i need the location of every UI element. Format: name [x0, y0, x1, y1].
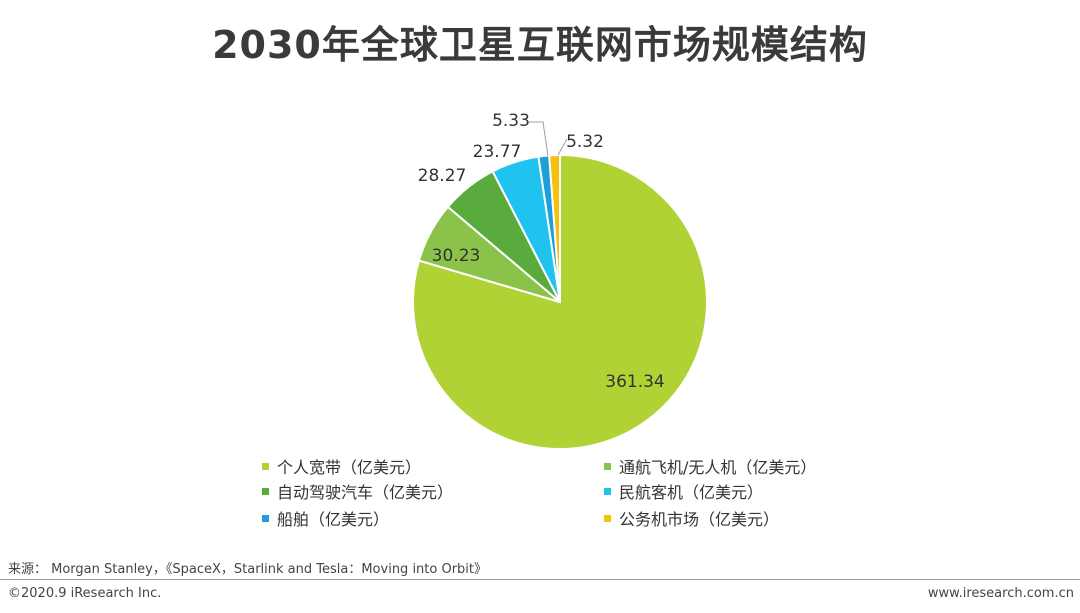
data-label-0: 361.34	[605, 372, 664, 392]
legend-label: 个人宽带（亿美元）	[277, 458, 422, 477]
legend-swatch	[262, 488, 269, 495]
legend-label: 船舶（亿美元）	[277, 510, 390, 529]
copyright: ©2020.9 iResearch Inc.	[8, 586, 162, 601]
data-label-5: 5.32	[566, 132, 604, 152]
website-url: www.iresearch.com.cn	[927, 586, 1074, 601]
data-label-4: 5.33	[492, 111, 530, 131]
legend-label: 公务机市场（亿美元）	[619, 510, 780, 529]
data-label-3: 23.77	[473, 142, 522, 162]
legend-item-3: 民航客机（亿美元）	[604, 479, 763, 503]
chart-title: 2030年全球卫星互联网市场规模结构	[212, 23, 868, 67]
leader-line-4	[528, 121, 549, 157]
footer-divider	[0, 579, 1080, 580]
leader-line-5	[557, 138, 568, 156]
legend-swatch	[262, 463, 269, 470]
legend-swatch	[604, 488, 611, 495]
legend-item-5: 公务机市场（亿美元）	[604, 506, 779, 530]
legend-item-4: 船舶（亿美元）	[262, 506, 389, 530]
legend-item-0: 个人宽带（亿美元）	[262, 454, 421, 478]
legend-label: 通航飞机/无人机（亿美元）	[619, 458, 817, 477]
pie-slice-5	[548, 153, 561, 303]
legend-item-2: 自动驾驶汽车（亿美元）	[262, 479, 453, 503]
data-label-2: 28.27	[418, 166, 467, 186]
legend-swatch	[262, 515, 269, 522]
legend-item-1: 通航飞机/无人机（亿美元）	[604, 454, 816, 478]
data-label-1: 30.23	[432, 246, 481, 266]
source-note: 来源： Morgan Stanley，《SpaceX，Starlink and …	[8, 562, 488, 577]
legend-label: 自动驾驶汽车（亿美元）	[277, 483, 454, 502]
legend-label: 民航客机（亿美元）	[619, 483, 764, 502]
legend-swatch	[604, 515, 611, 522]
legend-swatch	[604, 463, 611, 470]
